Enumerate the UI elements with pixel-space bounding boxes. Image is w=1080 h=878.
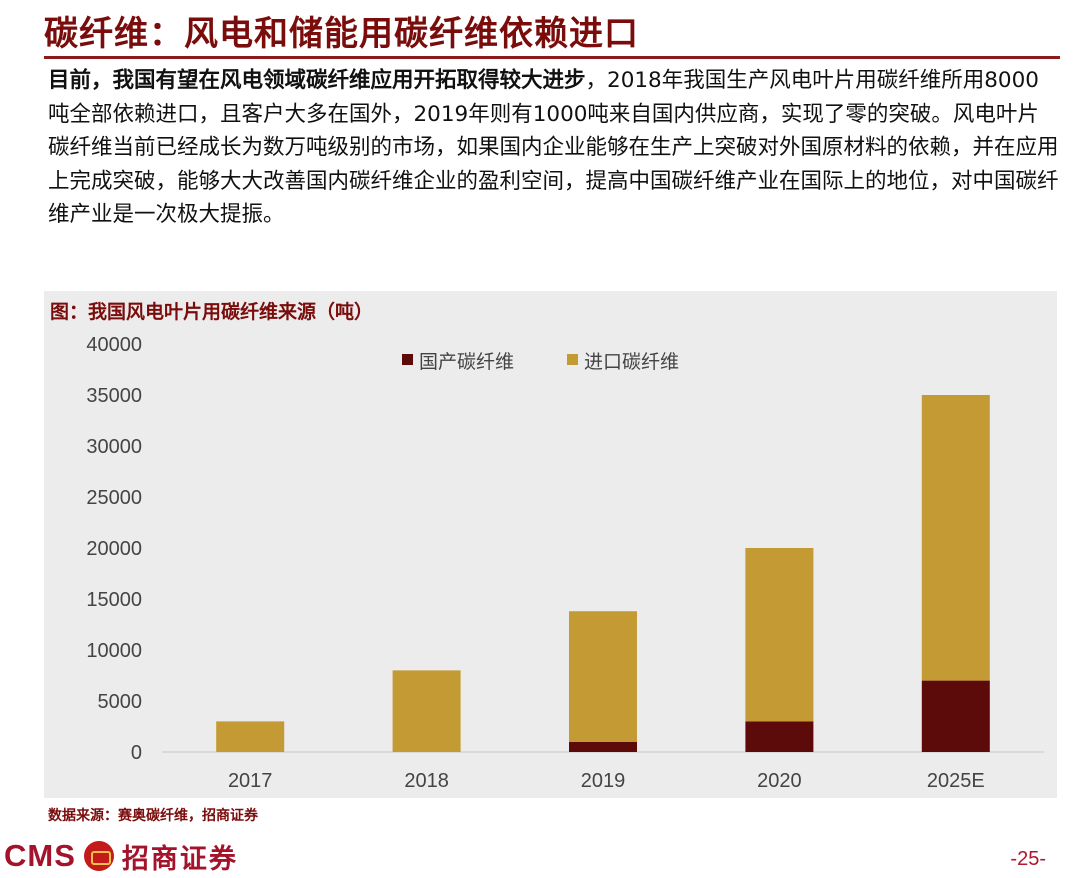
bar-imported [392, 670, 461, 752]
bar-domestic [745, 721, 814, 752]
chart-panel: 0 5000 10000 15000 20000 25000 30000 35000 40000… [44, 291, 1057, 798]
bar-imported [569, 611, 637, 742]
legend-label: 进口碳纤维 [584, 351, 679, 373]
bar-domestic [569, 741, 637, 752]
company-logo: CMS 招商证券 [4, 838, 238, 875]
y-tick-label: 25000 [86, 487, 142, 509]
y-tick-label: 5000 [98, 691, 143, 713]
page-title: 碳纤维：风电和储能用碳纤维依赖进口 [44, 14, 639, 54]
chart-title: 图：我国风电叶片用碳纤维来源（吨） [50, 301, 374, 323]
y-tick-label: 0 [131, 742, 142, 764]
lead-sentence: 目前，我国有望在风电领域碳纤维应用开拓取得较大进步 [48, 68, 586, 93]
y-tick-label: 30000 [86, 436, 142, 458]
x-tick-label: 2019 [581, 770, 626, 792]
bar-domestic [921, 680, 990, 752]
bar-imported [921, 395, 990, 681]
body-paragraph: 目前，我国有望在风电领域碳纤维应用开拓取得较大进步，2018年我国生产风电叶片用… [48, 64, 1060, 232]
x-tick-label: 2025E [927, 770, 985, 792]
legend-label: 国产碳纤维 [419, 351, 514, 373]
y-tick-label: 15000 [86, 589, 142, 611]
bar-imported [745, 548, 814, 722]
body-text: ，2018年我国生产风电叶片用碳纤维所用8000吨全部依赖进口，且客户大多在国外… [48, 68, 1059, 227]
x-tick-label: 2018 [404, 770, 449, 792]
page-number: -25- [1010, 848, 1046, 870]
title-divider [44, 56, 1060, 59]
bar-imported [216, 721, 285, 752]
source-note: 数据来源：赛奥碳纤维，招商证券 [48, 808, 258, 824]
y-tick-label: 10000 [86, 640, 142, 662]
legend-swatch [402, 354, 413, 365]
y-tick-label: 20000 [86, 538, 142, 560]
x-tick-label: 2020 [757, 770, 802, 792]
y-tick-label: 40000 [86, 334, 142, 356]
logo-mark-icon [83, 841, 114, 871]
y-tick-label: 35000 [86, 385, 142, 407]
stacked-bar-chart: 0 5000 10000 15000 20000 25000 30000 35000 40000… [86, 334, 1044, 792]
legend-swatch [567, 354, 578, 365]
x-tick-label: 2017 [228, 770, 273, 792]
logo-cms-text: CMS [4, 838, 76, 873]
logo-cn-text: 招商证券 [121, 843, 238, 875]
